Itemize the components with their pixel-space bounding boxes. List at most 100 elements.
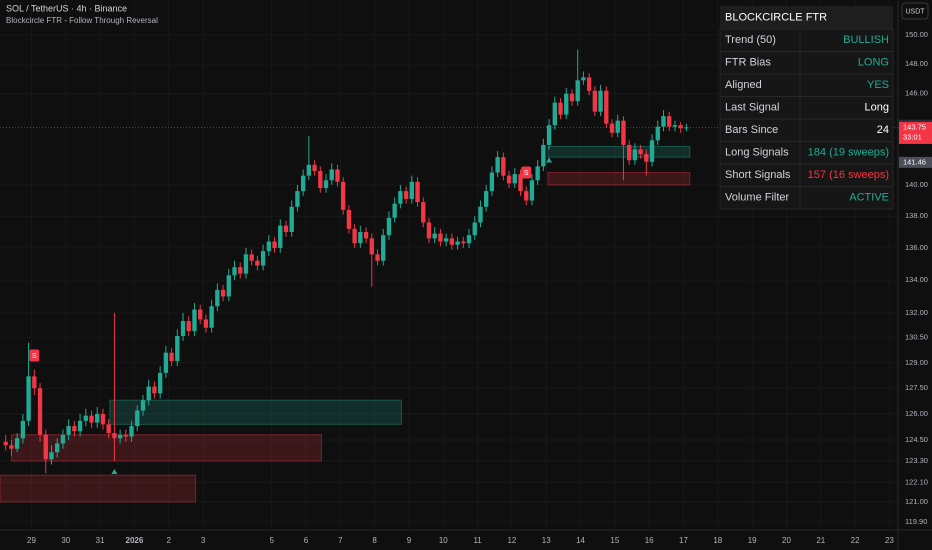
candle-body: [146, 386, 151, 401]
candle-body: [569, 93, 575, 102]
x-tick-label: 22: [851, 536, 860, 545]
candle-body: [489, 172, 495, 192]
candle-body: [163, 352, 169, 373]
candle-body: [604, 90, 609, 124]
x-tick-label: 13: [542, 536, 551, 545]
candle-body: [278, 225, 283, 248]
x-tick-label: 11: [473, 536, 482, 545]
candle-body: [426, 222, 432, 239]
candle-body: [306, 164, 312, 176]
x-tick-label: 30: [61, 536, 70, 545]
x-tick-label: 10: [439, 536, 448, 545]
candle-body: [409, 181, 414, 199]
candle-body: [72, 426, 77, 432]
candle-body: [558, 102, 563, 115]
y-tick-label: 148.00: [905, 59, 928, 68]
currency-button[interactable]: [901, 2, 929, 20]
y-tick-label: 127.50: [905, 383, 928, 392]
candle-body: [95, 413, 100, 423]
indicator-title: Blockcircle FTR - Follow Through Reversa…: [6, 16, 158, 25]
candle-body: [135, 410, 140, 427]
table-row-label: Aligned: [725, 79, 762, 91]
candle-body: [26, 376, 31, 421]
table-row-label: Trend (50): [725, 34, 776, 46]
candle-body: [243, 254, 249, 274]
table-row-bg: [719, 186, 894, 210]
x-tick-label: 2: [167, 536, 172, 545]
candle-body: [369, 238, 374, 255]
currency-button-label[interactable]: USDT: [905, 8, 925, 15]
candle-body: [415, 181, 420, 203]
candle-body: [461, 241, 466, 244]
price-label: 143.75: [903, 122, 926, 131]
candle-body: [318, 170, 323, 189]
candle-body: [598, 90, 603, 112]
candle-body: [220, 289, 226, 297]
candle-body: [203, 319, 209, 328]
table-title: BLOCKCIRCLE FTR: [725, 11, 827, 23]
candle-body: [375, 254, 380, 261]
candle-body: [198, 309, 203, 320]
table-row-label: Volume Filter: [725, 192, 790, 204]
candle-body: [455, 241, 460, 245]
candle-body: [37, 388, 43, 435]
candle-body: [175, 336, 180, 362]
table-row-value: 24: [877, 124, 889, 136]
candle-body: [381, 235, 386, 261]
candles: [3, 49, 689, 474]
y-tick-label: 122.10: [905, 477, 928, 486]
candle-body: [112, 433, 117, 439]
x-tick-label: 21: [816, 536, 825, 545]
candle-body: [438, 233, 443, 242]
candle-body: [684, 127, 689, 129]
candle-body: [32, 376, 37, 389]
table-row-value: BULLISH: [843, 34, 889, 46]
x-tick-label: 7: [338, 536, 343, 545]
candle-body: [140, 400, 146, 411]
candle-body: [518, 174, 523, 192]
x-tick-label: 5: [269, 536, 274, 545]
candle-body: [66, 426, 71, 435]
candle-body: [592, 90, 598, 112]
y-tick-label: 150.00: [905, 30, 928, 39]
sell-signal: [29, 349, 40, 362]
y-tick-label: 146.00: [905, 89, 928, 98]
candle-body: [272, 241, 277, 248]
buy-signal: [546, 157, 553, 163]
candle-body: [609, 123, 615, 133]
candle-body: [335, 169, 340, 182]
x-tick-label: 6: [304, 536, 309, 545]
candle-body: [661, 116, 666, 127]
candle-body: [667, 116, 672, 127]
x-tick-label: 14: [576, 536, 585, 545]
candle-body: [586, 77, 592, 91]
candle-body: [638, 149, 643, 155]
candle-body: [106, 424, 111, 434]
sell-signal-label: S: [32, 353, 37, 360]
candle-body: [180, 321, 186, 337]
x-tick-label: 16: [645, 536, 654, 545]
candle-body: [484, 191, 489, 207]
candle-body: [43, 434, 48, 460]
candle-body: [329, 169, 334, 181]
candle-body: [421, 202, 426, 223]
candle-body: [49, 452, 54, 460]
table-row-value: Long: [865, 102, 889, 114]
y-tick-label: 134.00: [905, 275, 928, 284]
candle-body: [352, 228, 357, 244]
candle-body: [552, 102, 557, 126]
zone: [547, 172, 691, 186]
candle-body: [209, 306, 214, 328]
candle-body: [238, 267, 243, 274]
candle-body: [186, 321, 191, 332]
candle-body: [506, 175, 512, 184]
table-row-value: ACTIVE: [849, 192, 889, 204]
x-tick-label: 12: [507, 536, 516, 545]
y-tick-label: 124.50: [905, 435, 928, 444]
table-row-value: 184 (19 sweeps): [808, 147, 889, 159]
x-tick-label: 19: [748, 536, 757, 545]
x-tick-label: 17: [679, 536, 688, 545]
